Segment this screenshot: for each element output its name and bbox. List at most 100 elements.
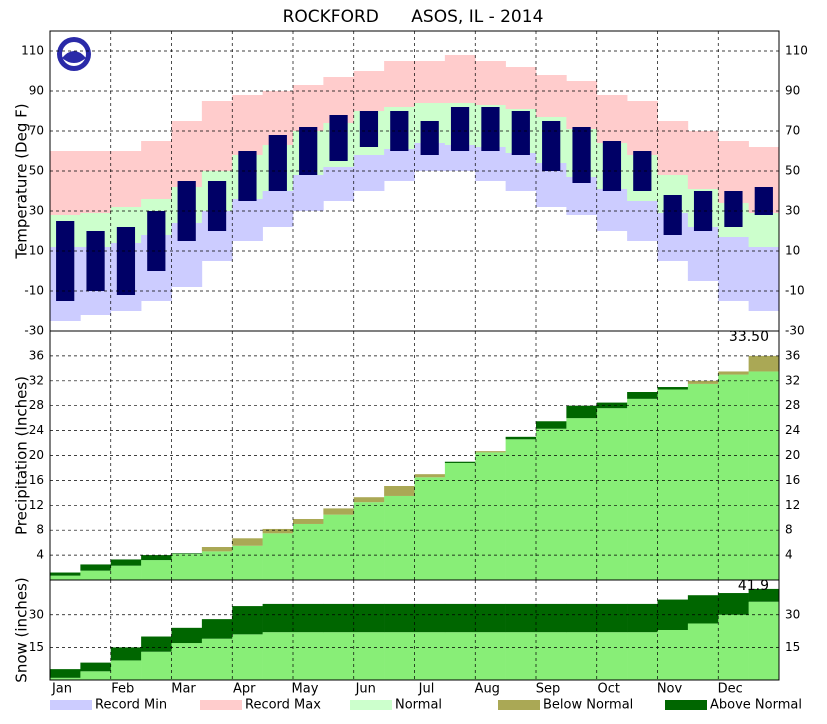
y-tick-label: 28 [29,398,44,412]
below-normal [414,474,446,478]
actual-range [754,187,773,215]
above-normal [80,564,112,571]
y-tick-label: 8 [36,523,44,537]
cumulative-base [657,630,689,680]
actual-range [602,141,622,191]
cumulative-base [141,651,172,680]
below-normal [687,380,719,384]
layer [50,355,780,580]
legend-label: Below Normal [543,698,633,713]
actual-range [299,127,318,175]
cumulative-base [323,514,355,580]
x-tick-label: Jul [418,682,435,697]
above-normal [444,603,476,633]
x-tick-label: Feb [111,682,134,697]
record-max-band [201,101,233,171]
above-normal [444,461,476,463]
y-tick-label-right: 16 [785,473,800,487]
record-max-band [414,61,446,103]
above-normal [353,603,385,633]
above-normal [627,603,658,633]
above-normal [384,603,415,633]
cumulative-base [414,632,446,680]
above-normal [505,603,537,633]
cumulative-base [80,570,112,580]
record-min-band [262,191,294,227]
record-max-band [505,67,537,109]
cumulative-base [627,632,658,680]
cumulative-base [353,632,385,680]
y-tick-label: 20 [29,448,44,462]
above-normal [657,387,689,390]
legend-label: Record Max [245,698,321,713]
below-normal [323,508,355,515]
cumulative-base [171,643,203,680]
above-normal [80,662,112,672]
above-normal [596,402,628,409]
cumulative-base [262,632,294,680]
cumulative-base [536,428,567,580]
actual-range [207,181,227,231]
below-normal [353,497,385,503]
above-normal [201,619,233,639]
above-normal [536,421,567,429]
record-min-band [293,175,324,211]
above-normal [596,603,628,633]
legend-swatch [350,700,392,710]
y-tick-label: 15 [29,640,44,654]
cumulative-base [293,523,324,580]
actual-range [177,181,196,241]
y-tick-label: 4 [36,548,44,562]
above-normal [50,572,81,576]
record-max-band [293,85,324,131]
actual-range [56,221,75,301]
actual-range [359,111,379,147]
y-tick-label-right: 36 [785,348,800,362]
above-normal [627,392,658,399]
record-min-band [748,247,780,311]
cumulative-base [475,452,506,580]
x-tick-label: Nov [657,682,683,697]
actual-range [542,121,561,171]
cumulative-base [414,477,446,580]
above-normal [718,593,749,615]
record-max-band [232,95,263,155]
y-axis-label: Snow (inches) [13,577,31,682]
actual-range [147,211,166,271]
above-normal [110,647,142,661]
noaa-logo [57,37,91,71]
record-max-band [110,151,142,207]
y-tick-label-right: 90 [785,84,800,98]
chart-title: ROCKFORD ASOS, IL - 2014 [283,7,544,27]
below-normal [201,547,233,552]
cumulative-base [201,638,233,680]
y-tick-label-right: 4 [785,548,793,562]
cumulative-base [475,632,506,680]
record-max-band [171,121,203,187]
x-tick-label: Mar [171,682,196,697]
y-tick-label-right: 12 [785,498,800,512]
record-min-band [384,149,415,181]
actual-range [86,231,105,291]
below-normal [262,528,294,534]
actual-range [420,121,439,155]
cumulative-base [293,632,324,680]
y-tick-label: -10 [24,284,44,298]
actual-range [663,195,682,235]
actual-range [481,107,500,151]
actual-range [329,115,348,161]
above-normal [475,603,506,633]
record-min-band [505,153,537,191]
below-normal [232,538,263,546]
cumulative-base [718,374,749,580]
record-max-band [687,131,719,189]
record-max-band [80,151,112,213]
below-normal [475,451,506,453]
x-tick-label: Aug [475,682,500,697]
x-tick-label: Dec [718,682,743,697]
y-axis-label: Temperature (Deg F) [13,103,31,259]
legend-swatch [200,700,242,710]
y-tick-label-right: 30 [785,607,800,621]
total-label: 33.50 [729,329,769,345]
record-max-band [536,75,567,117]
